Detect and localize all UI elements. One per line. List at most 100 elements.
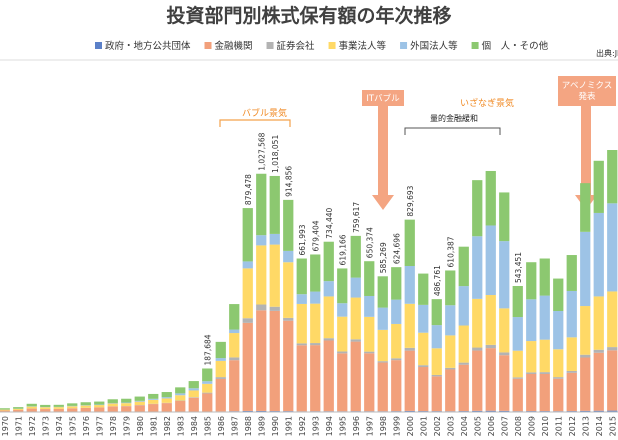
bar-segment	[26, 408, 37, 412]
x-tick-label: 1994	[325, 416, 334, 436]
bar-segment	[80, 405, 91, 408]
bar-segment	[256, 235, 267, 246]
x-tick-label: 1985	[203, 416, 212, 436]
bar-segment	[431, 348, 442, 375]
bar-segment	[364, 351, 375, 354]
bar-segment	[539, 339, 550, 373]
bar-segment	[53, 408, 64, 412]
bar-segment	[188, 388, 199, 391]
bar-segment	[121, 402, 132, 404]
legend-label: 金融機関	[215, 40, 253, 52]
x-tick-label: 1990	[271, 416, 280, 436]
arrow	[575, 106, 597, 210]
bar-segment	[323, 281, 334, 297]
bar-segment	[539, 295, 550, 340]
bar-segment	[593, 160, 604, 213]
bar-segment	[526, 373, 537, 412]
annotation: 量的金融緩和	[430, 113, 478, 123]
total-label: 619,166	[338, 234, 347, 265]
bar-segment	[499, 355, 510, 411]
bar-segment	[377, 329, 388, 362]
x-tick-label: 2006	[487, 416, 496, 436]
bar-segment	[607, 291, 618, 348]
bar-segment	[553, 349, 564, 378]
bar-segment	[256, 410, 267, 412]
bar-segment	[283, 317, 294, 321]
bar-segment	[350, 339, 361, 342]
bar-segment	[404, 350, 415, 411]
bar-segment	[229, 333, 240, 358]
x-tick-label: 2010	[541, 416, 550, 436]
x-tick-label: 2015	[608, 416, 617, 436]
bar-segment	[445, 335, 456, 368]
bar-segment	[458, 325, 469, 363]
bar-segment	[202, 383, 213, 393]
total-label: 759,617	[352, 202, 361, 233]
x-tick-label: 1995	[338, 416, 347, 436]
bar-segment	[445, 367, 456, 370]
bar-segment	[256, 173, 267, 236]
total-label: 829,693	[406, 185, 415, 216]
bar-segment	[269, 175, 280, 234]
bar-segment	[337, 268, 348, 304]
bar-segment	[107, 406, 118, 412]
x-tick-label: 1988	[244, 416, 253, 436]
total-label: 543,451	[514, 252, 523, 283]
x-tick-label: 2002	[433, 416, 442, 436]
bar-segment	[26, 403, 37, 407]
bar-segment	[40, 409, 51, 412]
bar-segment	[175, 393, 186, 396]
bar-segment	[418, 332, 429, 366]
bar-segment	[431, 325, 442, 349]
bar-segment	[67, 406, 78, 409]
bar-segment	[539, 373, 550, 412]
bar-segment	[607, 150, 618, 204]
total-label: 1,018,051	[271, 135, 280, 173]
bar-segment	[418, 273, 429, 305]
bar-segment	[337, 303, 348, 317]
bar-segment	[485, 344, 496, 349]
x-tick-label: 1976	[82, 416, 91, 436]
bar-segment	[242, 268, 253, 319]
bar-segment	[323, 338, 334, 341]
bar-segment	[566, 337, 577, 371]
bar-segment	[148, 399, 159, 404]
x-tick-label: 2009	[527, 416, 536, 436]
bar-segment	[499, 352, 510, 356]
bar-segment	[215, 378, 226, 412]
bar-segment	[229, 304, 240, 330]
annotation: アベノミクス発表	[562, 81, 613, 102]
x-tick-label: 1972	[28, 416, 37, 436]
bar-segment	[310, 291, 321, 304]
x-tick-label: 1971	[14, 416, 23, 436]
x-tick-label: 1979	[122, 416, 131, 436]
bar-segment	[526, 262, 537, 300]
x-tick-label: 1987	[230, 416, 239, 436]
bar-segment	[485, 348, 496, 411]
bar-segment	[296, 258, 307, 295]
bar-segment	[512, 317, 523, 351]
bar-segment	[134, 400, 145, 402]
bar-segment	[553, 311, 564, 350]
bar-segment	[310, 254, 321, 292]
bar-segment	[323, 296, 334, 339]
bar-segment	[499, 241, 510, 309]
bar-segment	[242, 208, 253, 262]
bar-segment	[607, 410, 618, 412]
bar-segment	[553, 377, 564, 379]
total-label: 914,856	[284, 166, 293, 197]
bar-segment	[485, 170, 496, 226]
total-label: 679,404	[311, 220, 320, 251]
x-tick-label: 2000	[406, 416, 415, 436]
arrow	[372, 106, 394, 210]
chart-title: 投資部門別株式保有額の年次推移	[166, 4, 451, 27]
total-label: 1,027,568	[257, 132, 266, 170]
bar-segment	[404, 303, 415, 348]
x-tick-label: 2013	[581, 416, 590, 436]
bar-segment	[512, 350, 523, 378]
bar-segment	[377, 307, 388, 330]
bar-segment	[593, 352, 604, 411]
bar-segment	[364, 316, 375, 352]
bar-segment	[485, 410, 496, 412]
bar-segment	[175, 387, 186, 394]
